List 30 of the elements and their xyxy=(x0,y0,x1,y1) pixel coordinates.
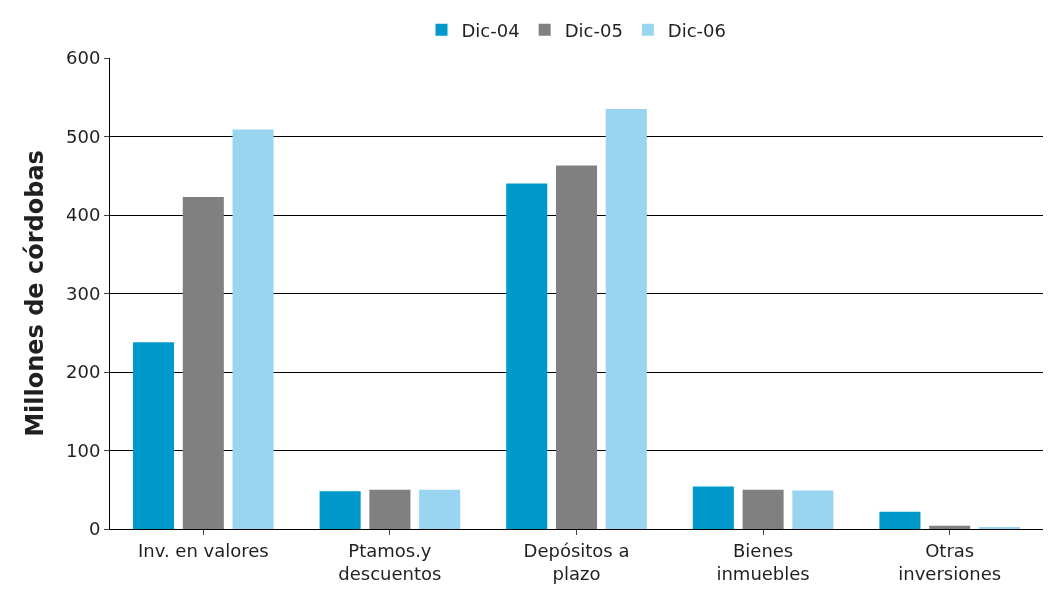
legend-label: Dic-05 xyxy=(564,19,623,41)
legend-label: Dic-06 xyxy=(667,19,727,41)
x-tick-label: Inv. en valores xyxy=(137,539,269,561)
y-tick-label: 0 xyxy=(88,518,101,540)
x-tick-label: Ptamos.y descuentos xyxy=(338,539,442,584)
y-tick-label: 500 xyxy=(66,125,101,147)
bar xyxy=(742,489,784,529)
bar xyxy=(792,490,834,529)
bar xyxy=(419,489,461,529)
x-tick-label: Bienes inmuebles xyxy=(716,539,810,584)
y-tick-label: 600 xyxy=(66,47,101,69)
bar xyxy=(879,511,921,529)
y-axis-title: Millones de córdobas xyxy=(21,150,50,437)
bar xyxy=(605,109,647,529)
bar xyxy=(182,196,224,529)
bar xyxy=(369,489,411,529)
y-tick-label: 100 xyxy=(66,439,101,461)
bar xyxy=(133,342,175,529)
bar xyxy=(319,491,361,529)
bar xyxy=(232,129,274,529)
y-tick-label: 200 xyxy=(66,361,101,383)
bar xyxy=(555,165,598,529)
bar xyxy=(506,183,548,529)
bar xyxy=(929,525,971,529)
bar xyxy=(692,486,734,529)
legend-label: Dic-04 xyxy=(461,19,520,41)
y-tick-label: 300 xyxy=(66,282,101,304)
x-tick-label: Depósitos a plazo xyxy=(523,539,630,584)
y-tick-label: 400 xyxy=(66,204,101,226)
x-tick-label: Otras inversiones xyxy=(898,539,1002,584)
